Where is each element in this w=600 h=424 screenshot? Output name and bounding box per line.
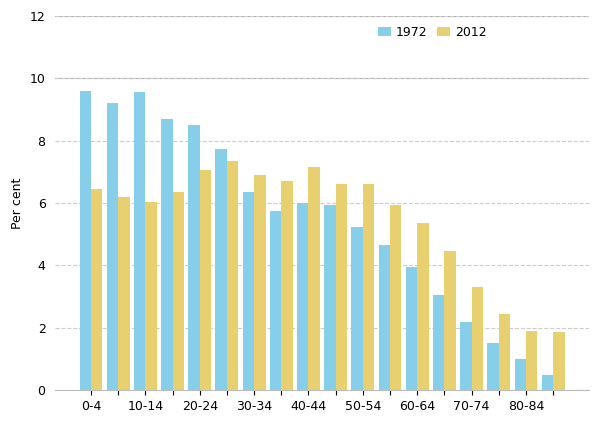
Bar [188, 125, 200, 390]
Bar [390, 205, 401, 390]
Bar [542, 374, 553, 390]
Bar [445, 251, 456, 390]
Legend: 1972, 2012: 1972, 2012 [379, 26, 487, 39]
Bar [526, 331, 538, 390]
Bar [270, 211, 281, 390]
Bar [227, 161, 238, 390]
Bar [118, 197, 130, 390]
Bar [406, 267, 417, 390]
Bar [200, 170, 211, 390]
Bar [487, 343, 499, 390]
Bar [324, 205, 335, 390]
Bar [352, 226, 363, 390]
Bar [134, 92, 145, 390]
Bar [161, 119, 173, 390]
Bar [297, 203, 308, 390]
Bar [145, 201, 157, 390]
Bar [308, 167, 320, 390]
Bar [242, 192, 254, 390]
Bar [281, 181, 293, 390]
Bar [515, 359, 526, 390]
Bar [460, 321, 472, 390]
Bar [499, 314, 510, 390]
Bar [417, 223, 428, 390]
Bar [215, 148, 227, 390]
Bar [107, 103, 118, 390]
Bar [335, 184, 347, 390]
Bar [91, 189, 103, 390]
Bar [254, 175, 266, 390]
Bar [553, 332, 565, 390]
Bar [433, 295, 445, 390]
Bar [173, 192, 184, 390]
Bar [472, 287, 483, 390]
Bar [80, 91, 91, 390]
Bar [379, 245, 390, 390]
Bar [363, 184, 374, 390]
Y-axis label: Per cent: Per cent [11, 178, 24, 229]
